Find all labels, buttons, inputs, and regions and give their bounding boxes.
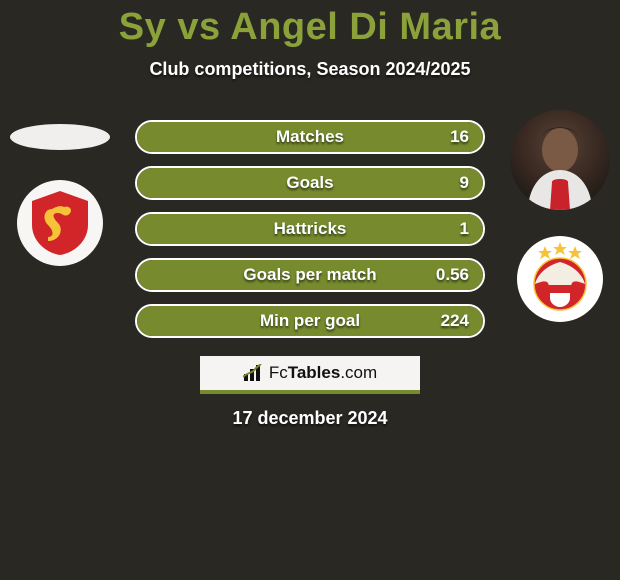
stat-label: Hattricks: [137, 219, 483, 239]
player-left-avatar-placeholder: [10, 124, 110, 150]
bar-chart-icon: [243, 364, 263, 382]
benfica-crest: [517, 236, 603, 322]
stat-bar-min-per-goal: Min per goal 224: [135, 304, 485, 338]
stat-right-value: 0.56: [436, 265, 469, 285]
stat-label: Goals: [137, 173, 483, 193]
angel-di-maria-photo: [510, 110, 610, 210]
page-title: Sy vs Angel Di Maria: [0, 0, 620, 49]
stat-right-value: 1: [460, 219, 469, 239]
stat-label: Min per goal: [137, 311, 483, 331]
stat-label: Goals per match: [137, 265, 483, 285]
shield-icon: [24, 187, 96, 259]
stat-bar-goals: Goals 9: [135, 166, 485, 200]
eagle-shield-icon: [521, 240, 599, 318]
stat-right-value: 9: [460, 173, 469, 193]
stat-label: Matches: [137, 127, 483, 147]
stat-bar-hattricks: Hattricks 1: [135, 212, 485, 246]
stat-bar-matches: Matches 16: [135, 120, 485, 154]
stat-right-value: 16: [450, 127, 469, 147]
brand-text: FcTables.com: [269, 363, 377, 383]
date-label: 17 december 2024: [0, 408, 620, 429]
comparison-card: Sy vs Angel Di Maria Club competitions, …: [0, 0, 620, 580]
fctables-brand[interactable]: FcTables.com: [200, 356, 420, 394]
player-right-column: [510, 110, 610, 346]
stat-bars: Matches 16 Goals 9 Hattricks 1 Goals per…: [135, 120, 485, 350]
newtown-afc-crest: [17, 180, 103, 266]
stat-bar-goals-per-match: Goals per match 0.56: [135, 258, 485, 292]
stat-right-value: 224: [441, 311, 469, 331]
subtitle: Club competitions, Season 2024/2025: [0, 59, 620, 80]
person-silhouette-icon: [510, 110, 610, 210]
player-left-column: [10, 110, 110, 290]
